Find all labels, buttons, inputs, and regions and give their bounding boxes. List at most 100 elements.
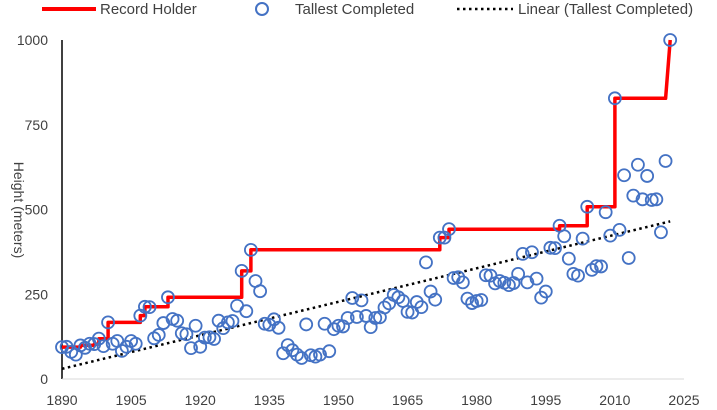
x-tick-label: 1995 (530, 392, 561, 408)
trendline-series (61, 220, 671, 371)
y-tick-label: 1000 (17, 32, 48, 48)
tallest-completed-point (285, 343, 300, 358)
tallest-completed-point (663, 33, 678, 47)
legend-label-tallest-completed: Tallest Completed (295, 1, 414, 18)
tallest-completed-point (460, 291, 475, 306)
tallest-completed-point (271, 320, 286, 335)
tallest-completed-point (442, 222, 456, 237)
tallest-completed-point (239, 304, 254, 319)
x-tick-label: 1890 (46, 392, 77, 408)
tallest-completed-point (340, 311, 355, 325)
record-holder-series (62, 39, 672, 349)
tallest-completed-point (612, 222, 627, 237)
tallest-completed-point (414, 300, 429, 315)
tallest-completed-point (580, 199, 595, 214)
tallest-completed-point (654, 225, 668, 240)
tallest-completed-point (515, 247, 530, 261)
tallest-completed-series (55, 33, 678, 365)
tallest-completed-point (561, 251, 576, 266)
y-tick-label: 250 (25, 286, 49, 302)
tallest-completed-point (91, 331, 106, 346)
tallest-completed-point (359, 309, 373, 323)
x-axis-ticks: 1890 1905 1920 1935 1950 1965 1980 1995 2010 2025 (46, 392, 699, 408)
tallest-completed-point (658, 154, 673, 168)
x-tick-label: 2010 (599, 392, 630, 408)
x-tick-label: 1980 (461, 392, 492, 408)
x-tick-label: 1950 (323, 392, 354, 408)
legend: Record Holder Tallest Completed Linear (… (42, 1, 693, 18)
legend-label-linear-trend: Linear (Tallest Completed) (518, 1, 693, 18)
tallest-completed-point (631, 157, 645, 172)
tallest-completed-point (511, 267, 526, 281)
tallest-completed-point (423, 284, 438, 299)
tallest-completed-point (161, 290, 175, 305)
tallest-completed-point (589, 259, 604, 274)
tallest-completed-point (142, 300, 157, 315)
tallest-completed-point (354, 293, 369, 308)
tallest-completed-point (520, 275, 535, 290)
tallest-completed-point (188, 318, 203, 333)
tallest-completed-point (377, 300, 392, 315)
y-axis-title: Height (meters) (11, 162, 27, 258)
tallest-completed-point (557, 229, 572, 244)
tallest-completed-point (400, 304, 415, 319)
tallest-completed-point (197, 330, 212, 345)
tallest-completed-point (101, 315, 115, 330)
x-tick-label: 1905 (116, 392, 147, 408)
tallest-completed-point (207, 332, 221, 346)
tallest-completed-point (428, 292, 443, 307)
tallest-completed-point (594, 259, 608, 274)
tallest-completed-point (225, 314, 240, 328)
tallest-completed-point (313, 347, 327, 362)
tallest-completed-point (294, 351, 309, 365)
tallest-completed-point (331, 318, 346, 333)
tallest-completed-point (649, 192, 664, 207)
tallest-completed-point (607, 91, 622, 106)
tallest-completed-point (299, 317, 314, 332)
x-tick-label: 2025 (668, 392, 699, 408)
tallest-completed-point (211, 313, 226, 328)
tallest-completed-point (432, 230, 447, 245)
tallest-completed-point (96, 339, 111, 354)
tallest-completed-point (151, 328, 166, 342)
tallest-completed-point (349, 310, 364, 324)
tallest-completed-point (114, 343, 129, 358)
y-tick-label: 500 (25, 202, 49, 218)
legend-swatch-tallest-completed (255, 2, 269, 16)
y-tick-label: 0 (40, 371, 48, 387)
tallest-completed-point (276, 346, 291, 361)
tallest-completed-point (626, 188, 641, 203)
tallest-completed-point (617, 168, 632, 183)
tallest-completed-point (368, 311, 383, 325)
tallest-completed-point (575, 231, 590, 246)
y-tick-label: 750 (25, 117, 49, 133)
tallest-completed-point (78, 340, 92, 355)
tallest-completed-point (138, 299, 152, 314)
x-tick-label: 1935 (254, 392, 285, 408)
tallest-completed-point (529, 271, 544, 286)
tallest-completed-point (179, 327, 194, 342)
tallest-completed-point (128, 336, 143, 351)
tallest-completed-point (234, 263, 249, 278)
tallest-completed-point (345, 291, 360, 305)
trendline (61, 220, 671, 371)
tallest-completed-point (543, 240, 558, 255)
tallest-completed-point (474, 293, 489, 307)
tallest-completed-point (635, 192, 650, 207)
tallest-completed-point (525, 245, 539, 260)
x-tick-label: 1965 (392, 392, 423, 408)
tallest-completed-point (640, 169, 655, 183)
tallest-completed-point (253, 284, 268, 299)
record-holder-line (62, 39, 672, 349)
tallest-completed-point (244, 242, 258, 257)
legend-label-record-holder: Record Holder (100, 1, 197, 18)
tallest-completed-point (548, 241, 562, 256)
tallest-completed-point (571, 268, 585, 283)
tallest-completed-point (538, 284, 553, 299)
tallest-completed-point (184, 341, 198, 356)
tallest-completed-point (419, 255, 433, 270)
tallest-completed-point (455, 275, 470, 290)
x-tick-label: 1920 (185, 392, 216, 408)
tallest-completed-point (170, 313, 185, 328)
